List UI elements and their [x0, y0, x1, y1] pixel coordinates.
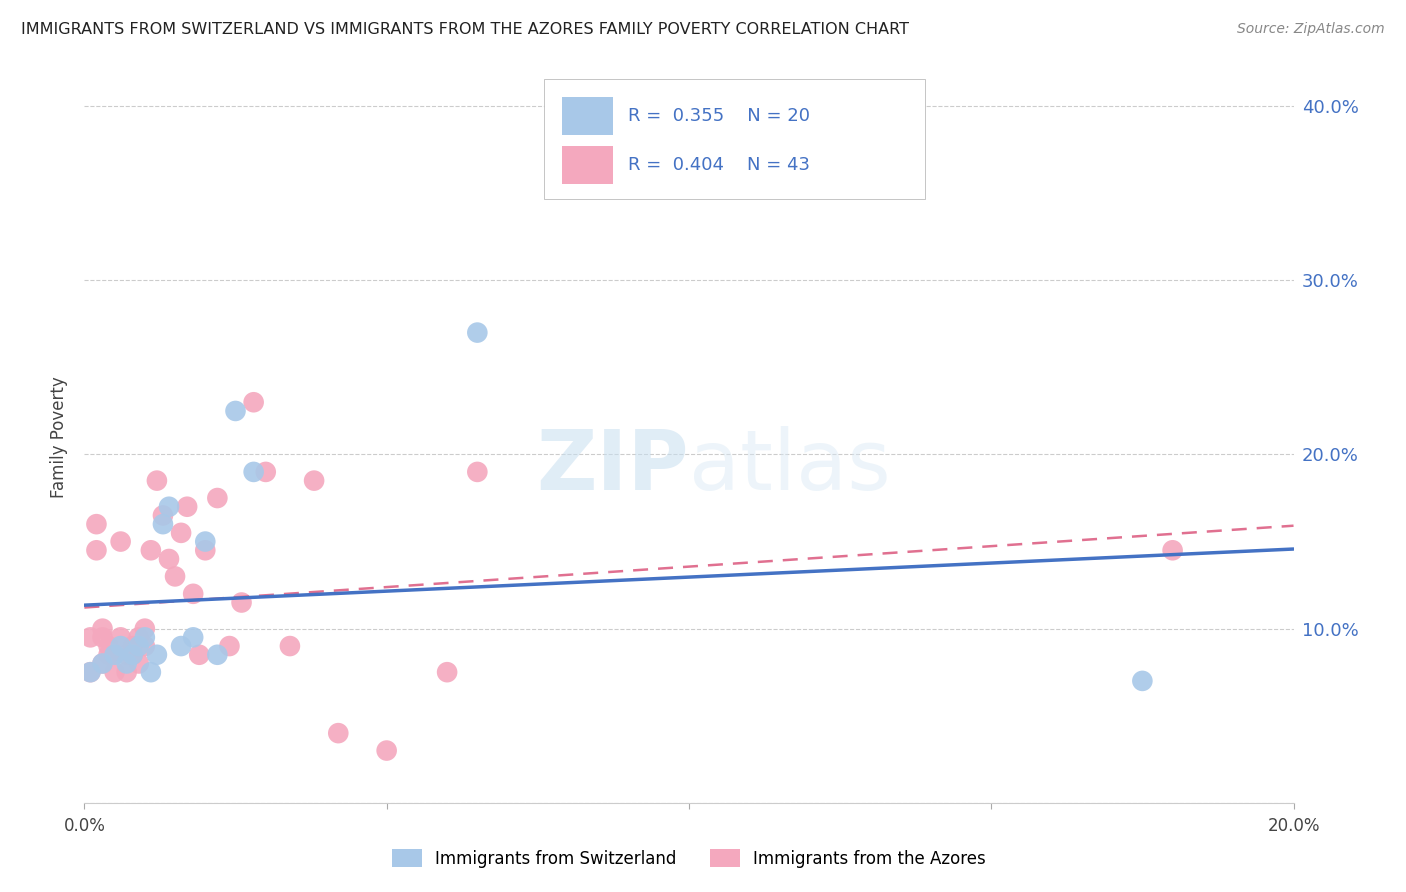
Point [278, 639, 301, 653]
Point [242, 395, 264, 409]
Point [115, 657, 138, 671]
Point [134, 639, 156, 653]
Point [139, 543, 162, 558]
Point [128, 631, 150, 645]
Point [302, 474, 325, 488]
Point [231, 595, 253, 609]
FancyBboxPatch shape [562, 97, 613, 135]
Text: Source: ZipAtlas.com: Source: ZipAtlas.com [1237, 22, 1385, 37]
Point [225, 404, 247, 418]
FancyBboxPatch shape [562, 146, 613, 184]
Point [1130, 673, 1153, 688]
Point [467, 326, 489, 340]
Point [86, 517, 108, 532]
Text: ZIP: ZIP [537, 425, 689, 507]
Point [121, 639, 143, 653]
Point [97, 648, 120, 662]
Point [181, 631, 204, 645]
Point [104, 665, 127, 680]
Point [86, 543, 108, 558]
Y-axis label: Family Poverty: Family Poverty [51, 376, 69, 498]
Point [436, 665, 458, 680]
Point [121, 648, 143, 662]
Point [467, 465, 489, 479]
Point [254, 465, 277, 479]
Text: atlas: atlas [689, 425, 890, 507]
Point [146, 474, 169, 488]
Point [152, 517, 174, 532]
Point [176, 500, 198, 514]
Point [79, 631, 101, 645]
Point [115, 648, 138, 662]
Point [110, 631, 132, 645]
Point [1161, 543, 1184, 558]
Point [79, 665, 101, 680]
Point [218, 639, 240, 653]
Legend: Immigrants from Switzerland, Immigrants from the Azores: Immigrants from Switzerland, Immigrants … [392, 849, 986, 868]
Point [328, 726, 350, 740]
Point [104, 648, 127, 662]
Point [139, 665, 162, 680]
Point [194, 543, 217, 558]
Point [110, 639, 132, 653]
Point [157, 552, 180, 566]
Point [91, 631, 114, 645]
FancyBboxPatch shape [544, 78, 925, 200]
Point [110, 534, 132, 549]
Point [207, 491, 229, 505]
Point [115, 665, 138, 680]
Point [165, 569, 187, 583]
Point [242, 465, 264, 479]
Point [157, 500, 180, 514]
Point [128, 657, 150, 671]
Point [91, 657, 114, 671]
Point [79, 665, 101, 680]
Point [375, 743, 398, 757]
Point [97, 639, 120, 653]
Point [91, 622, 114, 636]
Text: R =  0.355    N = 20: R = 0.355 N = 20 [628, 107, 810, 125]
Point [170, 525, 193, 540]
Point [194, 534, 217, 549]
Point [134, 631, 156, 645]
Point [181, 587, 204, 601]
Point [91, 657, 114, 671]
Text: R =  0.404    N = 43: R = 0.404 N = 43 [628, 156, 810, 174]
Text: IMMIGRANTS FROM SWITZERLAND VS IMMIGRANTS FROM THE AZORES FAMILY POVERTY CORRELA: IMMIGRANTS FROM SWITZERLAND VS IMMIGRANT… [21, 22, 910, 37]
Point [128, 639, 150, 653]
Point [134, 622, 156, 636]
Point [104, 648, 127, 662]
Point [152, 508, 174, 523]
Point [121, 648, 143, 662]
Point [170, 639, 193, 653]
Point [146, 648, 169, 662]
Point [207, 648, 229, 662]
Point [188, 648, 211, 662]
